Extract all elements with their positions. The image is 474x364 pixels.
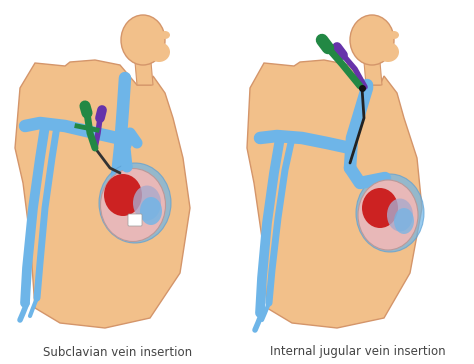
Polygon shape [15, 60, 190, 328]
Ellipse shape [356, 174, 424, 252]
Ellipse shape [121, 15, 165, 65]
Polygon shape [247, 60, 422, 328]
Text: Subclavian vein insertion: Subclavian vein insertion [44, 345, 192, 359]
Ellipse shape [358, 180, 418, 250]
Text: Internal jugular vein insertion: Internal jugular vein insertion [270, 345, 446, 359]
Ellipse shape [350, 15, 394, 65]
Ellipse shape [389, 31, 399, 39]
Ellipse shape [104, 174, 142, 216]
Ellipse shape [148, 42, 170, 62]
FancyBboxPatch shape [128, 214, 142, 226]
Ellipse shape [387, 198, 413, 232]
Ellipse shape [394, 208, 414, 234]
Polygon shape [135, 62, 153, 85]
Ellipse shape [140, 197, 162, 225]
Ellipse shape [99, 163, 171, 243]
Ellipse shape [100, 169, 165, 241]
Ellipse shape [133, 186, 161, 221]
Ellipse shape [160, 31, 170, 39]
Ellipse shape [377, 42, 399, 62]
Ellipse shape [362, 188, 398, 228]
Polygon shape [364, 62, 382, 85]
